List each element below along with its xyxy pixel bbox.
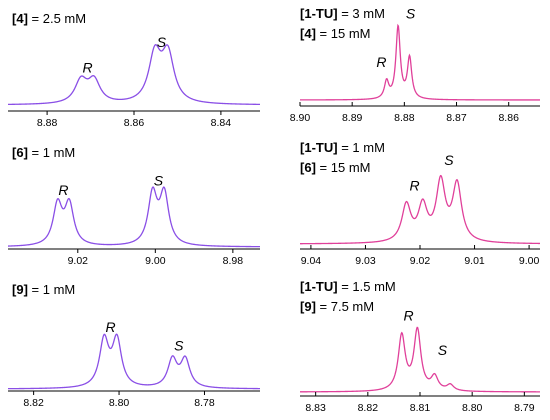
peak-label: S [444, 152, 454, 168]
x-tick-label: 9.00 [145, 255, 166, 267]
peak-label: S [174, 338, 184, 354]
condition-label: [6] = 1 mM [12, 145, 75, 160]
condition-label: [9] = 7.5 mM [300, 299, 374, 314]
condition-label: [1-TU] = 3 mM [300, 6, 385, 21]
x-tick-label: 9.03 [355, 255, 376, 267]
x-tick-label: 8.89 [342, 112, 363, 124]
peak-label: R [376, 54, 386, 70]
x-tick-label: 8.82 [358, 402, 379, 414]
spectrum-line [300, 326, 541, 393]
condition-label: [6] = 15 mM [300, 160, 370, 175]
x-tick-label: 8.80 [462, 402, 483, 414]
x-tick-label: 8.84 [211, 117, 232, 129]
x-tick-label: 8.86 [498, 112, 519, 124]
panel-9: [9] = 1 mM 8.82 8.80 8.78 R S [8, 282, 260, 409]
x-tick-label: 8.79 [514, 402, 535, 414]
x-tick-label: 8.88 [394, 112, 415, 124]
x-tick-label: 8.80 [109, 397, 130, 409]
peak-label: R [105, 319, 115, 335]
x-tick-label: 9.00 [519, 255, 540, 267]
x-tick-label: 8.78 [194, 397, 215, 409]
x-tick-label: 8.81 [410, 402, 431, 414]
x-tick-label: 8.90 [290, 112, 311, 124]
panel-1tu-6: [1-TU] = 1 mM [6] = 15 mM 9.04 9.03 9.02 9.… [300, 140, 541, 267]
panel-6: [6] = 1 mM 9.02 9.00 8.98 R S [7, 145, 261, 267]
condition-label: [1-TU] = 1 mM [300, 140, 385, 155]
x-tick-label: 8.87 [446, 112, 467, 124]
peak-label: S [438, 342, 448, 358]
x-tick-label: 8.82 [23, 397, 44, 409]
spectrum-line [7, 44, 261, 106]
peak-label: R [58, 182, 68, 198]
x-tick-label: 9.02 [410, 255, 431, 267]
condition-label: [4] = 15 mM [300, 26, 370, 41]
peak-label: R [403, 308, 413, 324]
x-tick-label: 8.83 [305, 402, 326, 414]
spectrum-line [7, 186, 261, 248]
spectrum-line [300, 174, 541, 245]
spectrum-line [300, 23, 540, 101]
x-tick-label: 9.02 [68, 255, 89, 267]
condition-label: [4] = 2.5 mM [12, 11, 86, 26]
peak-label: R [82, 59, 92, 75]
spectrum-line [8, 333, 260, 390]
panel-1tu-9: [1-TU] = 1.5 mM [9] = 7.5 mM 8.83 8.82 8.8… [300, 279, 541, 414]
peak-label: R [409, 178, 419, 194]
x-tick-label: 8.88 [37, 117, 58, 129]
panel-1tu-4: [1-TU] = 3 mM [4] = 15 mM 8.90 8.89 8.88 8.… [290, 6, 540, 124]
panel-4: [4] = 2.5 mM 8.88 8.86 8.84 R S [7, 11, 261, 129]
x-tick-label: 8.86 [124, 117, 145, 129]
condition-label: [1-TU] = 1.5 mM [300, 279, 396, 294]
x-tick-label: 9.01 [464, 255, 485, 267]
condition-label: [9] = 1 mM [12, 282, 75, 297]
x-tick-label: 8.98 [223, 255, 244, 267]
peak-label: S [157, 34, 167, 50]
x-tick-label: 9.04 [301, 255, 322, 267]
peak-label: S [154, 172, 164, 188]
peak-label: S [406, 6, 416, 22]
